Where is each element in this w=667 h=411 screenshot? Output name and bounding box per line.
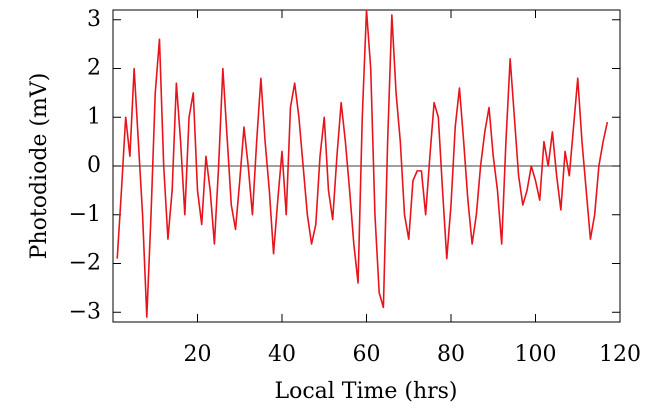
- y-tick-label: 0: [87, 153, 101, 178]
- x-tick-label: 60: [353, 342, 381, 367]
- y-tick-label: 2: [87, 56, 101, 81]
- x-tick-label: 100: [515, 342, 557, 367]
- x-tick-label: 120: [599, 342, 641, 367]
- y-tick-label: −1: [69, 202, 101, 227]
- y-axis-label: Photodiode (mV): [27, 73, 52, 260]
- y-tick-label: −2: [69, 251, 101, 276]
- y-tick-label: 1: [87, 104, 101, 129]
- x-axis-label: Local Time (hrs): [274, 379, 457, 404]
- data-line: [116, 9, 609, 318]
- x-tick-label: 40: [268, 342, 296, 367]
- x-tick-label: 20: [184, 342, 212, 367]
- y-tick-label: −3: [69, 299, 101, 324]
- y-tick-label: 3: [87, 7, 101, 32]
- x-tick-label: 80: [437, 342, 465, 367]
